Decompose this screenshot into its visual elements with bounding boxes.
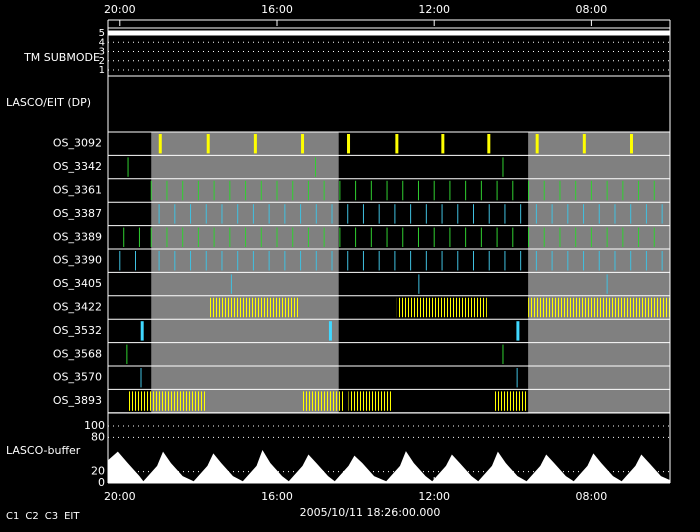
x-tick-label: 20:00 xyxy=(104,3,136,16)
buffer-label: LASCO-buffer xyxy=(6,444,81,457)
section-label: LASCO/EIT (DP) xyxy=(6,96,91,109)
row-label: OS_3405 xyxy=(53,277,102,290)
legend-entry: C1 xyxy=(6,511,19,522)
event-burst xyxy=(348,391,393,411)
legend-entry: EIT xyxy=(64,511,80,522)
x-tick-label: 08:00 xyxy=(576,3,608,16)
row-label: OS_3390 xyxy=(53,254,102,267)
row-label: OS_3387 xyxy=(53,207,102,220)
row-label: OS_3532 xyxy=(53,324,102,337)
row-label: OS_3389 xyxy=(53,230,102,243)
tm-tick-label: 3 xyxy=(99,47,105,58)
row-label: OS_3893 xyxy=(53,394,102,407)
buffer-tick-label: 0 xyxy=(98,476,105,489)
buffer-tick-label: 80 xyxy=(91,430,105,443)
tm-tick-label: 2 xyxy=(99,56,105,67)
legend-entry: C3 xyxy=(45,511,58,522)
tm-tick-label: 4 xyxy=(99,37,105,48)
event-burst xyxy=(208,297,299,318)
row-label: OS_3092 xyxy=(53,137,102,150)
x-tick-label: 20:00 xyxy=(104,490,136,503)
event-burst xyxy=(528,297,670,318)
row-label: OS_3422 xyxy=(53,301,102,314)
x-tick-label: 08:00 xyxy=(576,490,608,503)
buffer-area xyxy=(108,449,670,483)
tm-tick-label: 1 xyxy=(99,65,105,76)
tm-tick-label: 5 xyxy=(99,28,105,39)
x-tick-label: 16:00 xyxy=(261,490,293,503)
x-tick-label: 12:00 xyxy=(418,3,450,16)
legend-entry: C2 xyxy=(25,511,38,522)
x-tick-label: 12:00 xyxy=(418,490,450,503)
event-burst xyxy=(302,391,344,411)
x-tick-label: 16:00 xyxy=(261,3,293,16)
row-label: OS_3568 xyxy=(53,347,102,360)
tm-label: TM SUBMODE xyxy=(23,51,100,64)
row-label: OS_3361 xyxy=(53,184,102,197)
buffer-tick-label: 100 xyxy=(84,419,105,432)
event-burst xyxy=(493,391,527,411)
event-burst xyxy=(396,297,487,318)
buffer-tick-label: 20 xyxy=(91,465,105,478)
timestamp: 2005/10/11 18:26:00.000 xyxy=(300,506,441,519)
event-burst xyxy=(128,391,206,411)
row-label: OS_3570 xyxy=(53,371,102,384)
row-label: OS_3342 xyxy=(53,160,102,173)
